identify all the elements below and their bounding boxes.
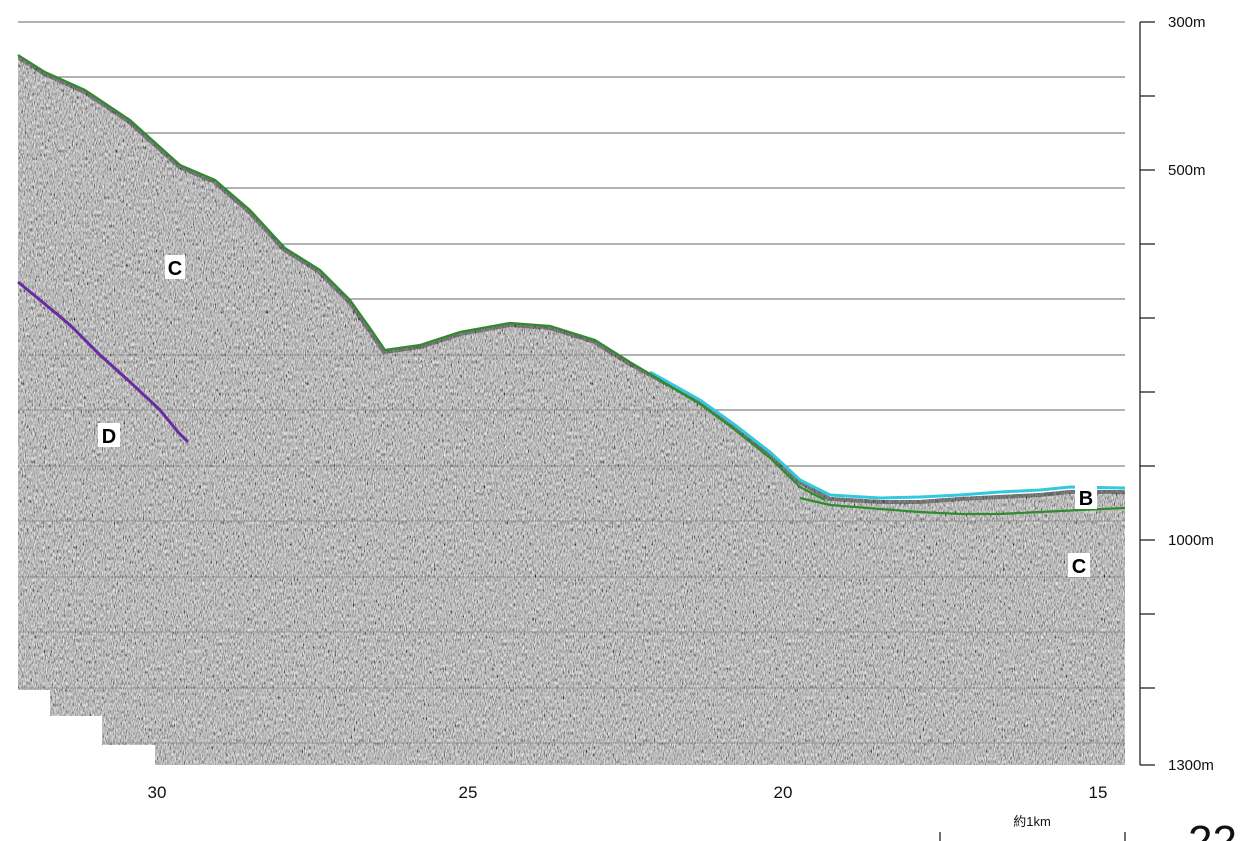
scale-bar [939, 832, 1126, 841]
unit-tag-c-upper: C [165, 255, 185, 280]
unit-b-base-line [799, 496, 1126, 516]
svg-text:C: C [1072, 556, 1086, 578]
distance-label-20: 20 [774, 783, 793, 802]
svg-text:C: C [168, 258, 182, 280]
unit-tag-b: B [1075, 485, 1097, 510]
seismic-section [18, 55, 1125, 765]
unit-tag-d: D [98, 423, 120, 448]
svg-text:B: B [1079, 488, 1093, 510]
surface-sediment-line [649, 370, 1126, 500]
depth-label-1300: 1300m [1168, 757, 1214, 774]
unit-tag-c-lower: C [1068, 553, 1090, 578]
svg-text:D: D [102, 426, 116, 448]
seafloor-line [17, 54, 826, 501]
reflector-d-line [17, 280, 190, 444]
depth-label-1000: 1000m [1168, 532, 1214, 549]
distance-label-15: 15 [1089, 783, 1108, 802]
page-number: 22 [1188, 817, 1237, 841]
distance-label-30: 30 [148, 783, 167, 802]
depth-label-300: 300m [1168, 14, 1206, 31]
distance-label-25: 25 [459, 783, 478, 802]
depth-label-500: 500m [1168, 162, 1206, 179]
scale-bar-label: 約1km [1013, 814, 1051, 829]
depth-axis [1139, 21, 1155, 766]
